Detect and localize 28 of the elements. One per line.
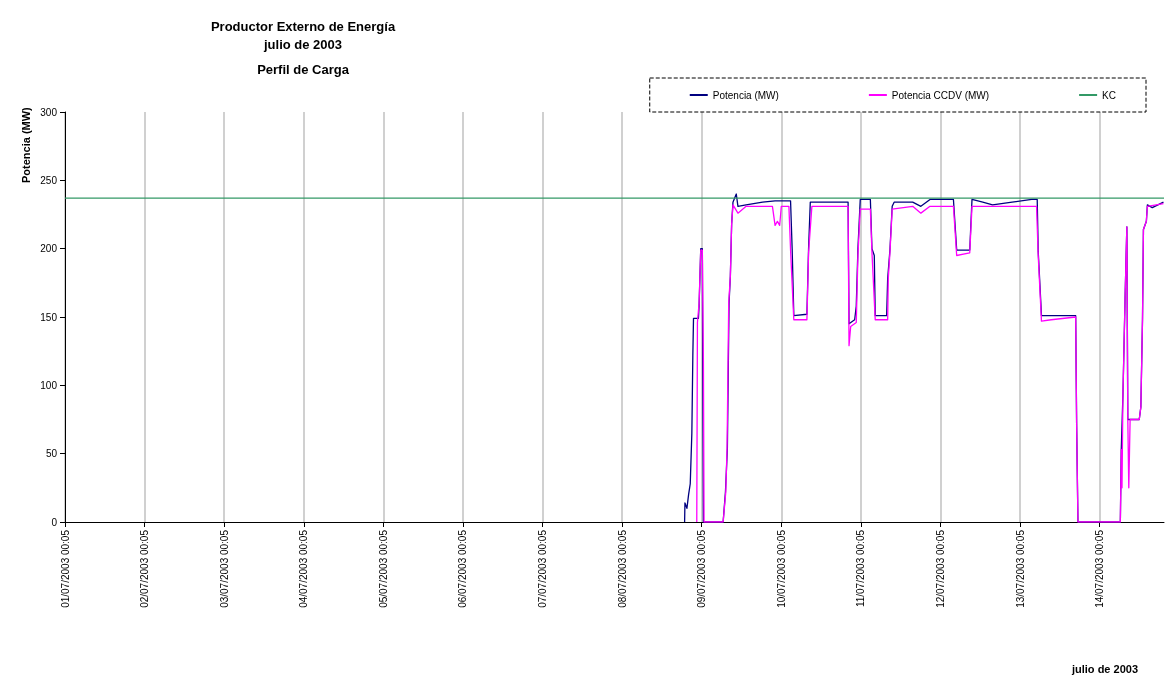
x-axis-title: julio de 2003 xyxy=(1070,662,1138,675)
x-tick-label: 06/07/2003 00:05 xyxy=(457,529,469,608)
y-tick-label: 150 xyxy=(40,311,58,323)
x-tick-label: 02/07/2003 00:05 xyxy=(139,529,151,608)
x-tick-label: 03/07/2003 00:05 xyxy=(218,529,230,608)
legend-label: Potencia CCDV (MW) xyxy=(891,89,990,101)
x-tick-label: 08/07/2003 00:05 xyxy=(616,529,628,608)
legend-label: KC xyxy=(1102,89,1117,101)
y-tick-label: 50 xyxy=(45,448,58,460)
chart-subtitle: Perfil de Carga xyxy=(257,62,350,77)
chart-title: Productor Externo de Energía julio de 2003 xyxy=(210,18,396,52)
y-tick-label: 200 xyxy=(40,243,58,255)
x-tick-label: 10/07/2003 00:05 xyxy=(775,529,787,608)
legend-label: Potencia (MW) xyxy=(712,89,779,101)
x-tick-label: 07/07/2003 00:05 xyxy=(537,529,549,608)
y-axis-title: Potencia (MW) xyxy=(19,106,32,183)
y-tick-label: 300 xyxy=(40,106,58,118)
y-tick-label: 250 xyxy=(40,174,58,186)
x-tick-label: 13/07/2003 00:05 xyxy=(1014,529,1026,608)
x-tick-label: 14/07/2003 00:05 xyxy=(1094,529,1106,608)
x-tick-label: 05/07/2003 00:05 xyxy=(377,529,389,608)
x-tick-label: 01/07/2003 00:05 xyxy=(59,529,71,608)
y-tick-label: 100 xyxy=(40,379,58,391)
y-tick-label: 0 xyxy=(51,516,58,528)
x-tick-label: 09/07/2003 00:05 xyxy=(696,529,708,608)
x-tick-label: 12/07/2003 00:05 xyxy=(934,529,946,608)
x-tick-label: 11/07/2003 00:05 xyxy=(855,529,867,608)
x-tick-label: 04/07/2003 00:05 xyxy=(298,529,310,608)
